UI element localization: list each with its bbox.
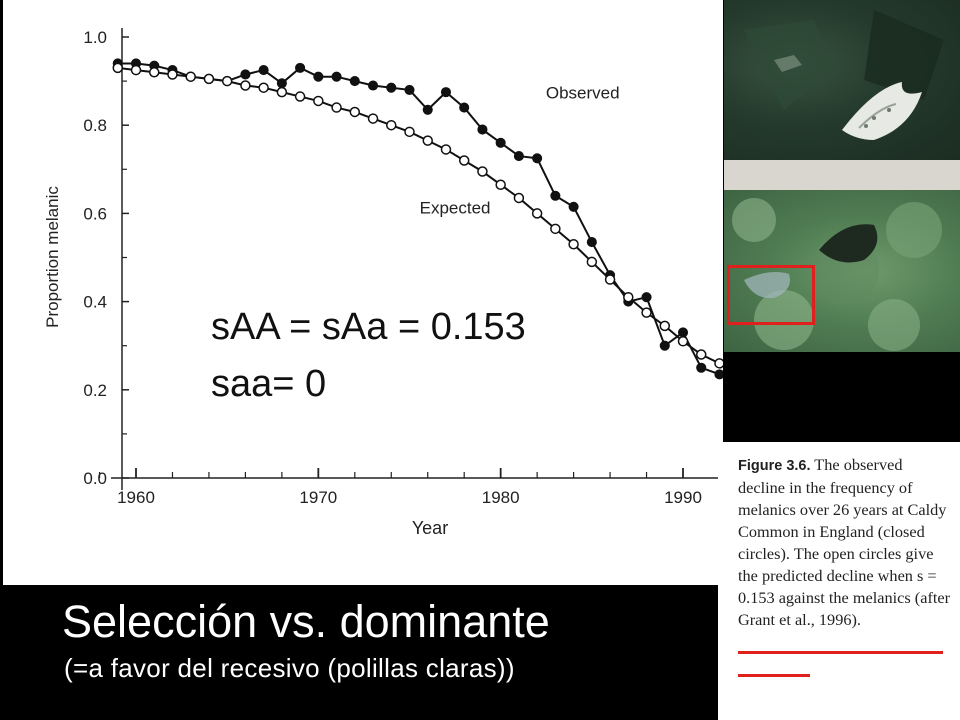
caption-text-after: (after Grant et al., 1996). xyxy=(738,588,951,629)
expected-point xyxy=(513,192,525,204)
observed-point xyxy=(404,84,415,95)
expected-point xyxy=(714,358,723,369)
observed-point xyxy=(550,190,561,201)
caption-underlined-1: s = 0.153 against the xyxy=(738,566,937,607)
expected-point xyxy=(659,320,671,332)
expected-point xyxy=(695,349,707,360)
observed-point xyxy=(641,292,652,303)
observed-point xyxy=(714,369,723,380)
slide-title: Selección vs. dominante xyxy=(62,596,550,647)
observed-point xyxy=(513,151,524,162)
expected-point xyxy=(604,274,616,285)
y-tick-label: 1.0 xyxy=(83,28,107,47)
y-tick-label: 0.4 xyxy=(83,293,107,312)
observed-point xyxy=(367,80,379,91)
expected-point xyxy=(677,336,689,347)
observed-point xyxy=(331,71,342,82)
expected-point xyxy=(586,256,598,268)
expected-point xyxy=(531,208,543,219)
x-tick-label: 1970 xyxy=(299,488,337,507)
expected-point xyxy=(331,102,342,113)
observed-point xyxy=(532,153,543,164)
observed-point xyxy=(477,124,488,135)
observed-point xyxy=(313,71,324,82)
slide-subtitle: (=a favor del recesivo (polillas claras)… xyxy=(64,653,515,683)
figure-caption-panel: Figure 3.6. The observed decline in the … xyxy=(718,442,960,720)
expected-point xyxy=(313,95,324,107)
black-block xyxy=(848,352,960,442)
observed-point xyxy=(586,237,597,248)
observed-point xyxy=(440,87,452,98)
observed-point xyxy=(677,327,689,338)
observed-point xyxy=(659,340,670,351)
photo-caption-strip xyxy=(724,160,960,190)
expected-point xyxy=(112,62,124,74)
chart-panel: 0.0 0.2 0.4 0.6 0.8 1.0 1960 1970 1980 1990 Year Pr… xyxy=(3,0,723,585)
observed-point xyxy=(495,137,506,148)
observed-point xyxy=(459,102,470,113)
expected-point xyxy=(495,179,506,190)
x-axis-label: Year xyxy=(412,518,448,538)
figure-caption: Figure 3.6. The observed decline in the … xyxy=(738,454,953,631)
expected-point xyxy=(185,71,196,82)
observed-point xyxy=(422,104,433,115)
observed-point xyxy=(295,62,306,73)
y-axis-label: Proportion melanic xyxy=(43,186,62,328)
expected-point xyxy=(148,67,160,78)
x-tick-label: 1990 xyxy=(664,488,702,507)
observed-point xyxy=(568,201,579,212)
expected-point xyxy=(440,144,452,155)
y-tick-label: 0.0 xyxy=(83,469,107,488)
y-tick-label: 0.2 xyxy=(83,381,107,400)
expected-point xyxy=(623,291,634,303)
expected-point xyxy=(294,91,306,102)
expected-point xyxy=(130,64,142,76)
observed-point xyxy=(386,82,397,93)
caption-text-main: The observed decline in the frequency of… xyxy=(738,455,947,585)
melanic-moth-photo xyxy=(724,190,960,352)
y-tick-label: 0.8 xyxy=(83,116,107,135)
observed-point xyxy=(349,76,360,87)
melanic-proportion-chart: 0.0 0.2 0.4 0.6 0.8 1.0 1960 1970 1980 1990 Year Pr… xyxy=(43,28,723,538)
x-tick-label: 1980 xyxy=(482,488,520,507)
expected-point xyxy=(203,73,215,85)
red-highlight-box xyxy=(727,265,815,325)
observed-point xyxy=(696,362,707,373)
expected-point xyxy=(404,126,415,138)
expected-point xyxy=(477,166,488,177)
expected-point xyxy=(422,135,433,146)
series-annotation: Observed xyxy=(546,84,620,103)
series-annotation: Expected xyxy=(420,198,491,217)
formula-line-1: sAA = sAa = 0.153 xyxy=(211,306,526,348)
observed-point xyxy=(258,65,269,76)
expected-point xyxy=(641,307,652,318)
formula-line-2: saa= 0 xyxy=(211,363,326,405)
title-bar xyxy=(0,585,718,720)
x-tick-label: 1960 xyxy=(117,488,155,507)
expected-point xyxy=(276,86,288,98)
observed-point xyxy=(276,78,287,89)
pale-moth-photo xyxy=(724,0,960,160)
red-underline xyxy=(738,651,943,654)
y-tick-label: 0.6 xyxy=(83,204,107,223)
expected-point xyxy=(367,113,379,124)
expected-point xyxy=(386,119,397,131)
observed-point xyxy=(240,69,251,80)
expected-point xyxy=(458,155,470,166)
red-underline-short xyxy=(738,674,810,677)
expected-point xyxy=(167,69,178,80)
expected-point xyxy=(550,223,561,235)
expected-point xyxy=(240,80,251,91)
expected-point xyxy=(349,106,361,118)
caption-underlined-2: melanics xyxy=(852,588,911,607)
expected-point xyxy=(568,239,579,250)
expected-point xyxy=(221,75,233,87)
figure-label: Figure 3.6. xyxy=(738,458,811,474)
expected-point xyxy=(258,82,269,93)
